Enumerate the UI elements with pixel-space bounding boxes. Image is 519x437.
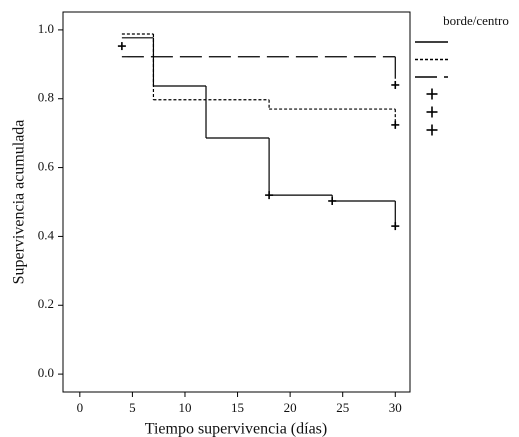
y-tick-label: 1.0 [38,21,54,36]
y-axis-label: Supervivencia acumulada [11,120,28,285]
x-axis-label: Tiempo supervivencia (días) [145,421,327,437]
legend-censor [426,106,438,118]
y-tick-label: 0.4 [38,227,55,242]
x-tick-label: 0 [77,400,84,415]
censor-mark [265,191,274,200]
censor-mark [328,196,337,205]
legend-censor [426,88,438,100]
y-tick-label: 0.0 [38,365,54,380]
y-tick-label: 0.2 [38,296,54,311]
censor-mark [391,80,400,89]
x-tick-label: 25 [336,400,349,415]
x-tick-label: 10 [178,400,191,415]
legend-title: borde/centro [443,13,509,28]
legend-censor [426,124,438,136]
x-tick-label: 15 [231,400,244,415]
censor-mark [117,42,126,51]
plot-frame [62,11,411,393]
y-tick-label: 0.8 [38,90,54,105]
x-tick-label: 30 [389,400,402,415]
x-tick-label: 5 [129,400,136,415]
y-tick-label: 0.6 [38,159,55,174]
censor-mark [391,120,400,129]
censor-mark [391,222,400,231]
x-tick-label: 20 [284,400,297,415]
